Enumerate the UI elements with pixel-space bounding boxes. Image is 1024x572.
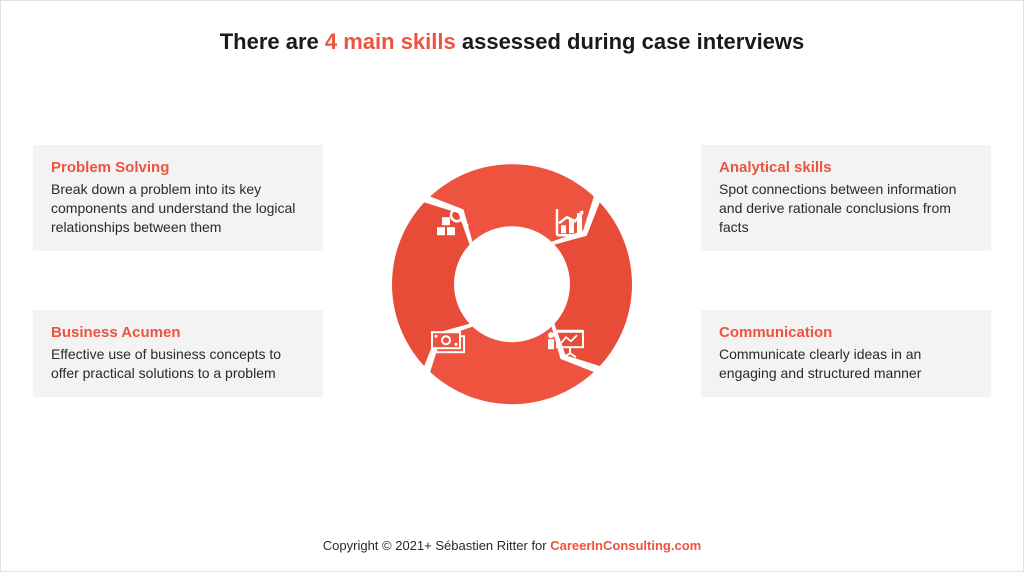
card-desc: Spot connections between information and… [719,180,973,237]
title-accent: 4 main skills [325,29,456,54]
card-problem-solving: Problem Solving Break down a problem int… [33,145,323,251]
card-communication: Communication Communicate clearly ideas … [701,310,991,397]
footer-text: Copyright © 2021+ Sébastien Ritter for [323,538,550,553]
page-title: There are 4 main skills assessed during … [1,1,1023,55]
card-business-acumen: Business Acumen Effective use of busines… [33,310,323,397]
card-title: Analytical skills [719,159,973,176]
card-title: Problem Solving [51,159,305,176]
card-desc: Effective use of business concepts to of… [51,345,305,383]
segmented-donut [382,154,642,414]
card-desc: Communicate clearly ideas in an engaging… [719,345,973,383]
title-prefix: There are [220,29,325,54]
footer: Copyright © 2021+ Sébastien Ritter for C… [1,538,1023,553]
content-area: Problem Solving Break down a problem int… [1,95,1023,515]
title-suffix: assessed during case interviews [456,29,805,54]
card-title: Business Acumen [51,324,305,341]
card-analytical-skills: Analytical skills Spot connections betwe… [701,145,991,251]
card-desc: Break down a problem into its key compon… [51,180,305,237]
card-title: Communication [719,324,973,341]
footer-link: CareerInConsulting.com [550,538,701,553]
